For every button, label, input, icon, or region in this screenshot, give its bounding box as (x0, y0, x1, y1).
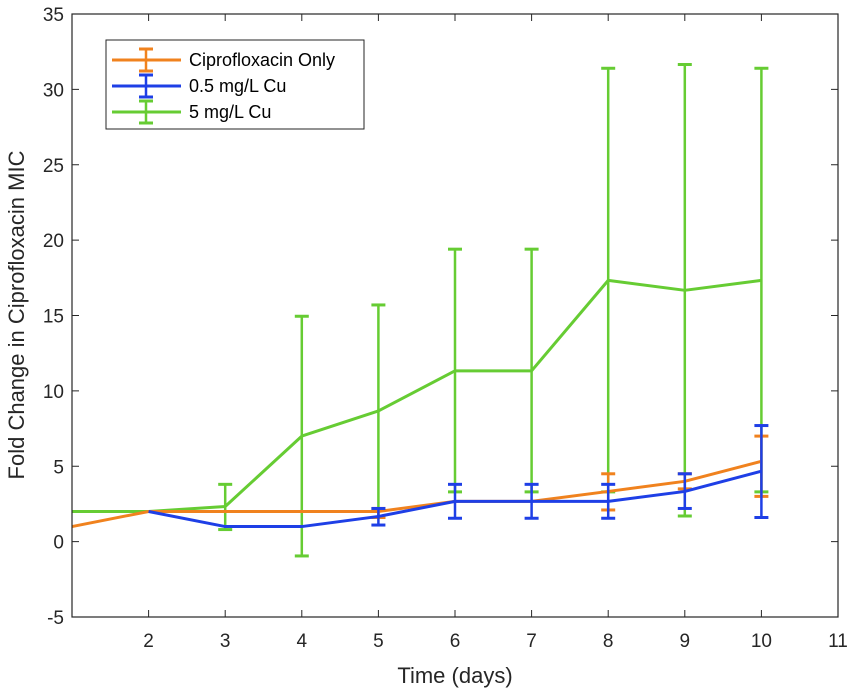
x-axis: 2 3 4 5 6 7 8 9 10 11 (143, 14, 848, 652)
series-line (71, 459, 762, 529)
series-line (148, 469, 762, 529)
y-tick-label: 5 (53, 457, 64, 478)
legend: Ciprofloxacin Only 0.5 mg/L Cu 5 mg/L Cu (105, 39, 365, 130)
y-axis: -5 0 5 10 15 20 25 30 35 (43, 5, 838, 629)
x-tick-label: 9 (680, 631, 691, 652)
series-0-5-mg-l-cu (148, 424, 769, 529)
x-tick-label: 7 (526, 631, 537, 652)
x-tick-label: 3 (220, 631, 231, 652)
legend-entries (112, 47, 181, 125)
legend-label-0-5-mg-l-cu: 0.5 mg/L Cu (189, 76, 286, 96)
y-tick-label: -5 (47, 608, 64, 629)
x-tick-label: 6 (450, 631, 461, 652)
legend-label-ciprofloxacin-only: Ciprofloxacin Only (189, 50, 335, 70)
legend-label-5-mg-l-cu: 5 mg/L Cu (189, 102, 271, 122)
y-tick-label: 30 (43, 80, 64, 101)
x-tick-label: 11 (828, 631, 848, 652)
legend-entry-ciprofloxacin-only (112, 47, 181, 73)
y-tick-label: 20 (43, 231, 64, 252)
x-tick-label: 5 (373, 631, 384, 652)
y-tick-label: 15 (43, 307, 64, 328)
legend-entry-5-mg-l-cu (112, 99, 181, 125)
y-tick-label: 0 (53, 533, 64, 554)
x-tick-label: 8 (603, 631, 614, 652)
x-axis-title: Time (days) (397, 663, 512, 688)
legend-entry-0-5-mg-l-cu (112, 73, 181, 99)
x-tick-label: 2 (143, 631, 154, 652)
series-line (72, 278, 762, 513)
x-tick-label: 10 (751, 631, 772, 652)
y-tick-label: 10 (43, 382, 64, 403)
series-layer (71, 63, 769, 558)
x-tick-label: 4 (297, 631, 308, 652)
y-tick-label: 25 (43, 156, 64, 177)
series-5-mg-l-cu (72, 63, 769, 558)
y-axis-title: Fold Change in Ciprofloxacin MIC (4, 150, 29, 479)
y-tick-label: 35 (43, 5, 64, 26)
